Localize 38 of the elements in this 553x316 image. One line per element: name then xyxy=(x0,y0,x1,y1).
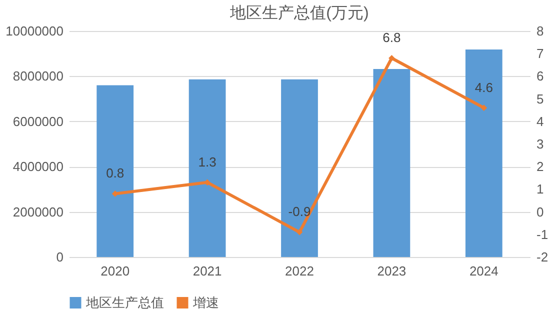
point xyxy=(480,104,488,111)
y2-tick-label: 3 xyxy=(536,136,544,152)
data-label: 4.6 xyxy=(474,80,493,95)
data-label: 6.8 xyxy=(382,30,401,46)
y2-tick-label: 7 xyxy=(536,46,544,62)
point xyxy=(296,228,303,236)
data-label: 0.8 xyxy=(106,166,124,181)
x-tick-label: 2024 xyxy=(469,264,498,278)
y2-tick-label: -2 xyxy=(536,250,548,264)
y-tick-label: 8000000 xyxy=(12,68,64,84)
point xyxy=(204,179,210,186)
x-tick-label: 2022 xyxy=(285,264,314,278)
x-tick-label: 2020 xyxy=(100,264,130,278)
y-tick-label: 6000000 xyxy=(12,114,64,129)
bar xyxy=(465,50,502,257)
data-label: 1.3 xyxy=(198,154,216,170)
legend-label: 地区生产总值 xyxy=(85,294,164,310)
bar xyxy=(373,68,410,257)
y-tick-label: 2000000 xyxy=(12,204,64,220)
y2-tick-label: -1 xyxy=(536,226,548,242)
y2-tick-label: 4 xyxy=(536,114,544,129)
y2-tick-label: 6 xyxy=(536,68,544,84)
x-tick-label: 2021 xyxy=(192,264,222,278)
point xyxy=(388,54,395,62)
legend-label: 增速 xyxy=(192,294,219,310)
bar xyxy=(188,79,226,257)
y2-tick-label: 8 xyxy=(536,24,544,38)
y2-tick-label: 1 xyxy=(536,182,544,197)
chart-title: 地区生产总值(万元) xyxy=(229,4,369,22)
y2-tick-label: 0 xyxy=(536,204,544,220)
x-tick-label: 2023 xyxy=(377,264,406,278)
y2-tick-label: 2 xyxy=(536,159,544,174)
bar xyxy=(96,85,134,257)
y-tick-label: 0 xyxy=(56,250,64,264)
bar xyxy=(281,79,318,257)
y2-tick-label: 5 xyxy=(536,91,544,106)
y-tick-label: 4000000 xyxy=(12,159,64,174)
y-tick-label: 10000000 xyxy=(6,24,64,38)
